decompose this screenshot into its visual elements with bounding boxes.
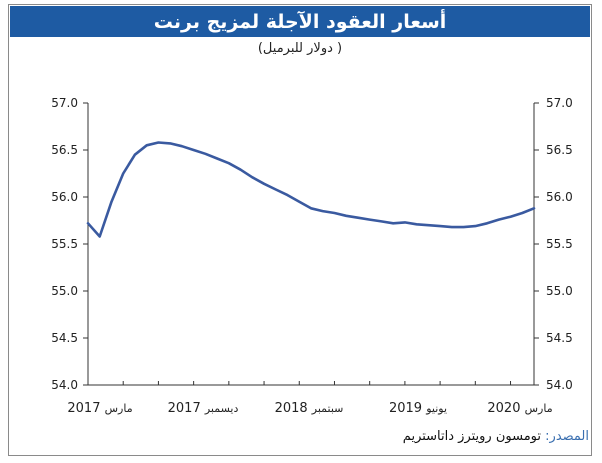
- x-tick-year: 2018: [275, 401, 312, 416]
- y-tick-label-right: 55.5: [546, 237, 573, 251]
- y-tick-label-left: 56.0: [51, 190, 78, 204]
- source-label: المصدر:: [545, 429, 589, 444]
- x-tick-year: 2019: [389, 401, 426, 416]
- y-tick-label-left: 54.0: [51, 378, 78, 392]
- y-tick-label-right: 56.0: [546, 190, 573, 204]
- series-line: [86, 141, 536, 238]
- source-text: تومسون رويترز داتاستريم: [402, 429, 542, 444]
- x-tick-label: 2020 مارس: [487, 401, 552, 416]
- x-tick-label: 2018 سبتمبر: [275, 401, 344, 416]
- y-tick-label-left: 57.0: [51, 96, 78, 110]
- x-tick-month: سبتمبر: [311, 402, 344, 415]
- x-tick-month: مارس: [525, 402, 553, 415]
- x-tick-year: 2017: [168, 401, 205, 416]
- x-tick-year: 2017: [67, 401, 104, 416]
- x-tick-label: 2019 يونيو: [389, 401, 447, 416]
- y-tick-label-right: 56.5: [546, 143, 573, 157]
- y-tick-label-right: 54.5: [546, 331, 573, 345]
- y-tick-label-left: 54.5: [51, 331, 78, 345]
- x-tick-label: 2017 مارس: [67, 401, 132, 416]
- y-tick-label-right: 54.0: [546, 378, 573, 392]
- x-tick-label: 2017 ديسمبر: [168, 401, 239, 416]
- y-tick-label-left: 56.5: [51, 143, 78, 157]
- y-tick-label-left: 55.5: [51, 237, 78, 251]
- x-tick-month: يونيو: [425, 402, 447, 415]
- y-tick-label-right: 57.0: [546, 96, 573, 110]
- chart-frame: أسعار العقود الآجلة لمزيج برنت ( دولار ل…: [8, 4, 592, 456]
- chart-subtitle: ( دولار للبرميل): [257, 41, 343, 56]
- y-tick-label-right: 55.0: [546, 284, 573, 298]
- x-tick-month: ديسمبر: [204, 402, 239, 415]
- source-note: المصدر: تومسون رويترز داتاستريم: [379, 429, 589, 444]
- chart-title: أسعار العقود الآجلة لمزيج برنت: [10, 6, 590, 37]
- y-tick-label-left: 55.0: [51, 284, 78, 298]
- x-tick-month: مارس: [105, 402, 133, 415]
- x-tick-year: 2020: [487, 401, 524, 416]
